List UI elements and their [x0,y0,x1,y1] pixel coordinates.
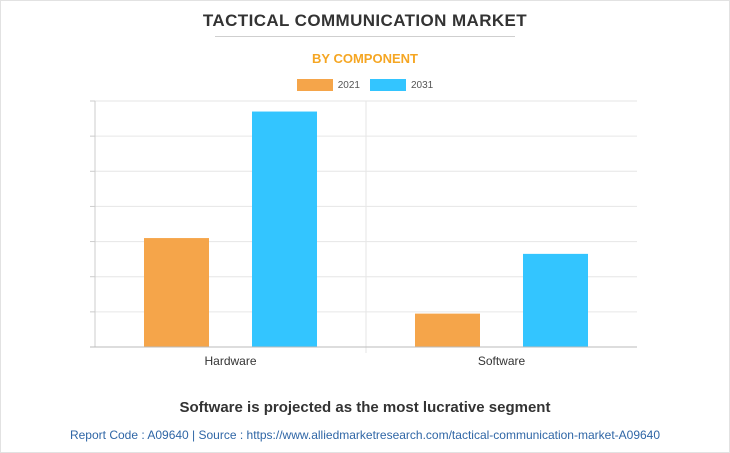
title-divider [215,36,515,37]
legend: 2021 2031 [0,79,730,91]
report-source-footer[interactable]: Report Code : A09640 | Source : https://… [69,428,661,442]
x-tick-label: Software [478,354,526,368]
legend-label-2021: 2021 [337,79,360,91]
chart-title: TACTICAL COMMUNICATION MARKET [202,11,528,30]
bar-hardware-2021 [144,238,209,347]
chart-subtitle: BY COMPONENT [312,51,418,66]
bar-hardware-2031 [252,111,317,348]
bar-software-2031 [523,253,588,347]
legend-label-2031: 2031 [411,79,434,91]
bar-software-2021 [415,313,480,347]
legend-item-2031: 2031 [370,79,433,91]
legend-swatch-2021 [296,79,333,91]
x-tick-label: Hardware [204,354,256,368]
legend-swatch-2031 [370,79,406,91]
chart-caption: Software is projected as the most lucrat… [179,399,551,416]
legend-item-2021: 2021 [296,79,360,91]
